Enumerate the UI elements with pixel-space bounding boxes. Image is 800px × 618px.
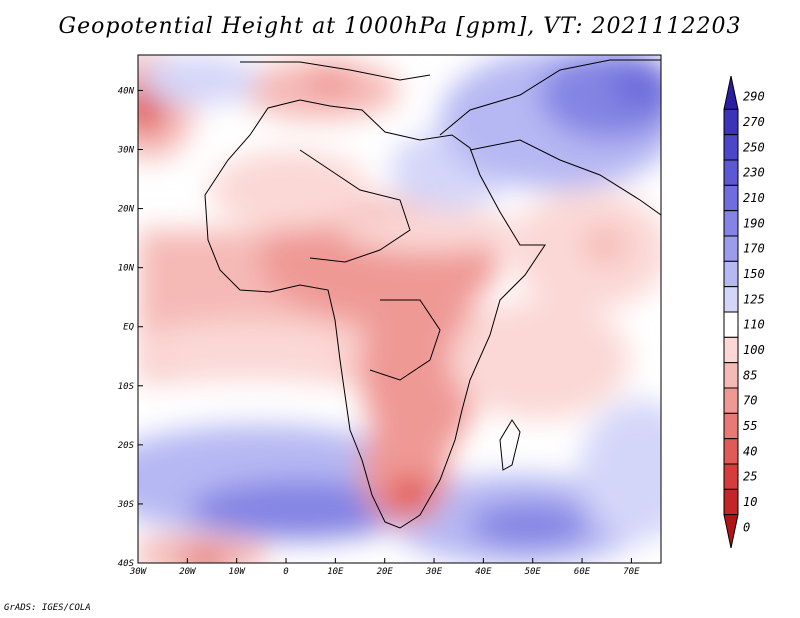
plot-frame: [137, 54, 662, 564]
credit-text: GrADS: IGES/COLA: [4, 603, 91, 613]
coastline-overlay: [204, 59, 661, 529]
colorbar-segment: [723, 362, 739, 389]
y-tick-label: 30S: [117, 500, 135, 510]
x-axis: 30W 20W 10W 0 10E 20E 30E 40E 50E 60E 70E: [129, 558, 640, 577]
border-lines: [299, 149, 411, 263]
y-axis: 40N 30N 20N 10N EQ 10S 20S 30S 40S: [117, 86, 143, 569]
y-tick-label: 10S: [118, 382, 135, 392]
y-tick-label: 40N: [118, 86, 135, 96]
x-tick-label: 20E: [377, 567, 394, 577]
x-tick-label: 60E: [574, 567, 591, 577]
colorbar-label: 40: [743, 444, 757, 458]
colorbar-label: 100: [743, 343, 765, 357]
arabia-coast: [469, 139, 661, 216]
colorbar-label: 190: [743, 216, 765, 230]
x-tick-label: 40E: [475, 567, 492, 577]
africa-outline: [204, 99, 546, 529]
x-tick-label: 10W: [229, 567, 247, 577]
colorbar-label: 290: [743, 90, 765, 104]
colorbar-segment: [723, 463, 739, 490]
colorbar-segment: [723, 412, 739, 440]
height-field: [138, 55, 661, 563]
colorbar-segment: [723, 108, 739, 136]
colorbar-segment: [723, 438, 739, 465]
y-tick-label: 40S: [118, 559, 135, 569]
colorbar-segment: [723, 488, 739, 516]
colorbar-label: 70: [743, 394, 757, 408]
border-lines-central: [369, 299, 441, 381]
colorbar-label: 170: [743, 242, 765, 256]
chart-title: Geopotential Height at 1000hPa [gpm], VT…: [58, 14, 742, 39]
y-tick-label: EQ: [123, 323, 134, 333]
colorbar-label: 150: [743, 267, 765, 281]
colorbar-label: 25: [743, 470, 757, 484]
colorbar-segment: [723, 159, 739, 186]
colorbar-label: 0: [743, 520, 750, 534]
y-tick-label: 10N: [118, 264, 135, 274]
colorbar-segment: [723, 387, 739, 414]
y-tick-label: 30N: [117, 146, 135, 156]
colorbar-label: 250: [743, 140, 765, 154]
colorbar-label: 125: [743, 292, 765, 306]
x-tick-label: 30E: [425, 567, 443, 577]
europe-coast: [240, 61, 431, 81]
colorbar-segment: [723, 210, 739, 237]
colorbar-segment: [723, 260, 739, 288]
colorbar-label: 10: [743, 495, 757, 509]
colorbar-segment: [723, 75, 739, 110]
x-tick-label: 20W: [179, 567, 197, 577]
colorbar-segment: [723, 184, 739, 212]
eurasia-coast: [439, 59, 661, 136]
x-tick-label: 30W: [129, 567, 148, 577]
colorbar-label: 110: [743, 318, 765, 332]
colorbar-segment: [723, 286, 739, 313]
colorbar-label: 210: [743, 191, 765, 205]
x-tick-label: 50E: [525, 567, 542, 577]
colorbar-segment: [723, 311, 739, 338]
colorbar: 2902702502302101901701501251101008570554…: [723, 75, 765, 549]
colorbar-segment: [723, 336, 739, 364]
colorbar-label: 230: [743, 166, 765, 180]
colorbar-label: 85: [743, 368, 757, 382]
colorbar-label: 55: [743, 419, 757, 433]
colorbar-segment: [723, 514, 739, 549]
colorbar-label: 270: [743, 115, 765, 129]
x-tick-label: 0: [283, 567, 288, 577]
madagascar-outline: [499, 419, 521, 471]
colorbar-segment: [723, 134, 739, 161]
y-tick-label: 20N: [118, 205, 135, 215]
colorbar-segment: [723, 235, 739, 262]
x-tick-label: 70E: [623, 567, 640, 577]
x-tick-label: 10E: [327, 567, 344, 577]
y-tick-label: 20S: [118, 441, 135, 451]
